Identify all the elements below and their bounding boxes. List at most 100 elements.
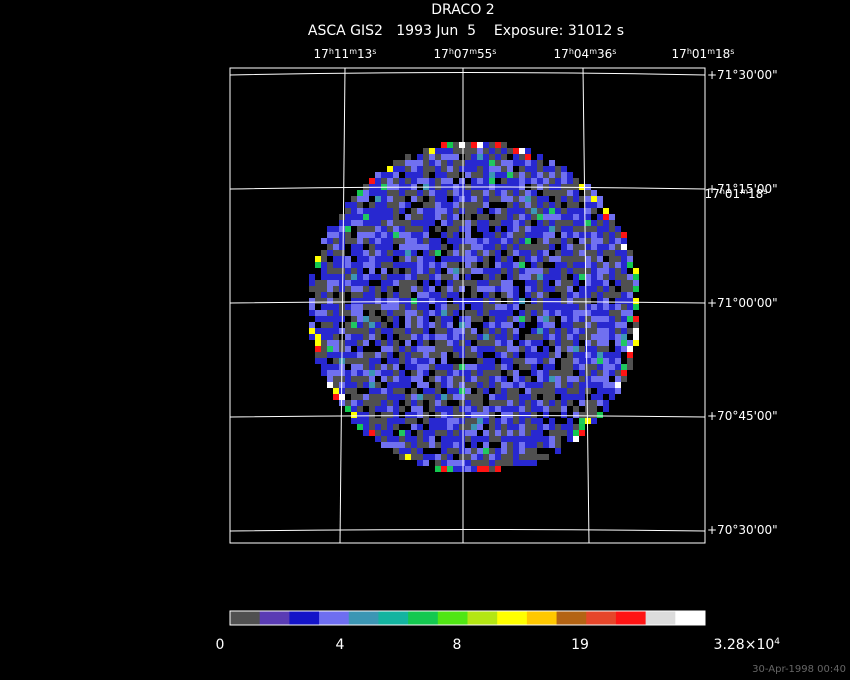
pixel (381, 280, 387, 286)
pixel (417, 304, 423, 310)
pixel (585, 214, 591, 220)
pixel (471, 262, 477, 268)
pixel (435, 310, 441, 316)
pixel (477, 370, 483, 376)
pixel (459, 292, 465, 298)
pixel (597, 322, 603, 328)
pixel (387, 232, 393, 238)
pixel (591, 328, 597, 334)
pixel (417, 250, 423, 256)
pixel (333, 262, 339, 268)
pixel (357, 292, 363, 298)
pixel (489, 148, 495, 154)
pixel (345, 280, 351, 286)
pixel (435, 304, 441, 310)
pixel (495, 412, 501, 418)
pixel (465, 232, 471, 238)
pixel (495, 424, 501, 430)
pixel (585, 274, 591, 280)
pixel (609, 346, 615, 352)
pixel (537, 328, 543, 334)
pixel (549, 334, 555, 340)
pixel (453, 220, 459, 226)
pixel (459, 394, 465, 400)
pixel (573, 226, 579, 232)
pixel (537, 424, 543, 430)
pixel (525, 418, 531, 424)
pixel (597, 298, 603, 304)
pixel (459, 382, 465, 388)
pixel (405, 196, 411, 202)
pixel (345, 316, 351, 322)
subtitle: ASCA GIS2 1993 Jun 5 Exposure: 31012 s (308, 23, 624, 39)
pixel (621, 274, 627, 280)
pixel (453, 202, 459, 208)
pixel (423, 340, 429, 346)
pixel (423, 418, 429, 424)
colorbar-swatch (645, 611, 676, 625)
pixel (483, 256, 489, 262)
pixel (489, 382, 495, 388)
pixel (333, 232, 339, 238)
pixel (495, 346, 501, 352)
pixel (507, 352, 513, 358)
pixel (417, 262, 423, 268)
pixel (615, 322, 621, 328)
pixel (579, 268, 585, 274)
pixel (441, 286, 447, 292)
pixel (531, 322, 537, 328)
pixel (375, 172, 381, 178)
pixel (351, 406, 357, 412)
pixel (501, 304, 507, 310)
pixel (423, 406, 429, 412)
pixel (531, 358, 537, 364)
pixel (345, 358, 351, 364)
pixel (525, 394, 531, 400)
pixel (483, 220, 489, 226)
pixel (399, 412, 405, 418)
pixel (513, 376, 519, 382)
pixel (555, 388, 561, 394)
pixel (375, 352, 381, 358)
pixel (387, 262, 393, 268)
pixel (387, 304, 393, 310)
pixel (543, 430, 549, 436)
pixel (453, 178, 459, 184)
pixel (537, 364, 543, 370)
ra-label-part: 55 (477, 47, 492, 61)
pixel (447, 190, 453, 196)
pixel (501, 142, 507, 148)
pixel (357, 418, 363, 424)
pixel (441, 262, 447, 268)
pixel (465, 202, 471, 208)
pixel (429, 352, 435, 358)
pixel (489, 232, 495, 238)
pixel (531, 196, 537, 202)
pixel (489, 166, 495, 172)
pixel (555, 436, 561, 442)
pixel (453, 442, 459, 448)
pixel (363, 316, 369, 322)
pixel (357, 298, 363, 304)
pixel (489, 202, 495, 208)
pixel (513, 166, 519, 172)
pixel (465, 172, 471, 178)
pixel (405, 370, 411, 376)
pixel (393, 364, 399, 370)
pixel (597, 202, 603, 208)
pixel (417, 160, 423, 166)
pixel (531, 238, 537, 244)
pixel (471, 346, 477, 352)
pixel (561, 358, 567, 364)
pixel (525, 442, 531, 448)
pixel (543, 448, 549, 454)
pixel (567, 214, 573, 220)
ra-label-part: 36 (597, 47, 612, 61)
pixel (501, 322, 507, 328)
pixel (573, 316, 579, 322)
pixel (489, 250, 495, 256)
pixel (447, 412, 453, 418)
pixel (585, 232, 591, 238)
pixel (441, 370, 447, 376)
pixel (471, 274, 477, 280)
